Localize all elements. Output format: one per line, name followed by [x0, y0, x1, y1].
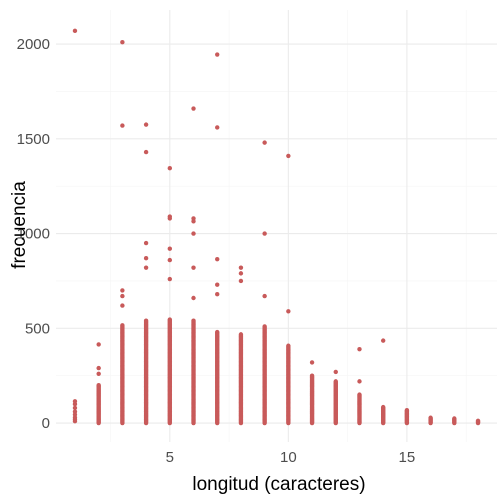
data-point: [96, 382, 101, 388]
data-point: [120, 40, 125, 45]
data-point: [452, 416, 457, 421]
data-point: [191, 318, 196, 323]
data-point: [120, 288, 125, 293]
data-point: [357, 346, 362, 352]
data-point: [238, 265, 244, 270]
y-tick-label: 2000: [17, 36, 50, 53]
x-tick-label: 10: [280, 449, 297, 466]
data-point: [309, 373, 315, 378]
y-tick-label: 0: [42, 415, 50, 432]
data-point: [191, 231, 196, 236]
data-point: [309, 360, 315, 365]
data-point: [191, 106, 196, 111]
y-tick-label: 500: [25, 320, 50, 337]
y-tick-label: 1500: [17, 131, 50, 148]
data-point: [191, 295, 196, 301]
y-axis-title: frecuencia: [9, 181, 30, 269]
data-point: [72, 401, 78, 407]
data-point: [72, 405, 78, 411]
data-point: [143, 240, 149, 246]
data-point: [143, 318, 149, 323]
data-point: [286, 153, 291, 159]
x-tick-label: 5: [166, 449, 174, 466]
data-point: [215, 256, 220, 262]
data-point: [167, 257, 173, 263]
data-point: [357, 392, 362, 397]
data-point: [404, 407, 410, 413]
data-point: [96, 342, 101, 347]
data-point: [357, 379, 362, 384]
data-point: [475, 418, 481, 423]
data-point: [238, 332, 244, 337]
data-point: [262, 231, 267, 236]
data-point: [215, 52, 220, 57]
data-point: [120, 123, 125, 128]
data-point: [143, 122, 149, 127]
data-point: [167, 166, 173, 171]
data-point: [215, 329, 220, 335]
data-point: [143, 265, 149, 270]
data-point: [143, 256, 149, 261]
data-point: [120, 323, 125, 328]
data-point: [96, 365, 101, 371]
data-point: [238, 278, 244, 284]
data-point: [167, 317, 173, 322]
data-point: [380, 404, 386, 410]
data-point: [72, 418, 78, 424]
y-tick-labels: 0 500 1000 1500 2000: [17, 36, 50, 432]
data-point: [380, 338, 386, 343]
data-points: [72, 28, 481, 426]
data-point: [215, 292, 220, 297]
data-point: [262, 324, 267, 329]
data-point: [143, 149, 149, 155]
y-tick-label: 1000: [17, 226, 50, 243]
data-point: [120, 293, 125, 299]
x-tick-label: 15: [399, 449, 416, 466]
data-point: [167, 246, 173, 251]
x-tick-labels: 5 10 15: [166, 449, 416, 466]
data-point: [120, 303, 125, 308]
data-point: [286, 309, 291, 314]
data-point: [72, 28, 78, 34]
data-point: [333, 369, 338, 375]
data-point: [96, 371, 101, 376]
data-point: [238, 271, 244, 276]
data-point: [333, 379, 338, 384]
data-point: [428, 415, 433, 420]
data-point: [262, 293, 267, 299]
data-point: [167, 276, 173, 282]
data-point: [191, 219, 196, 224]
data-point: [191, 265, 196, 270]
x-axis-title: longitud (caracteres): [192, 474, 365, 495]
data-point: [215, 282, 220, 287]
data-point: [167, 216, 173, 221]
data-point: [215, 125, 220, 130]
data-point: [286, 343, 291, 348]
data-point: [262, 140, 267, 145]
